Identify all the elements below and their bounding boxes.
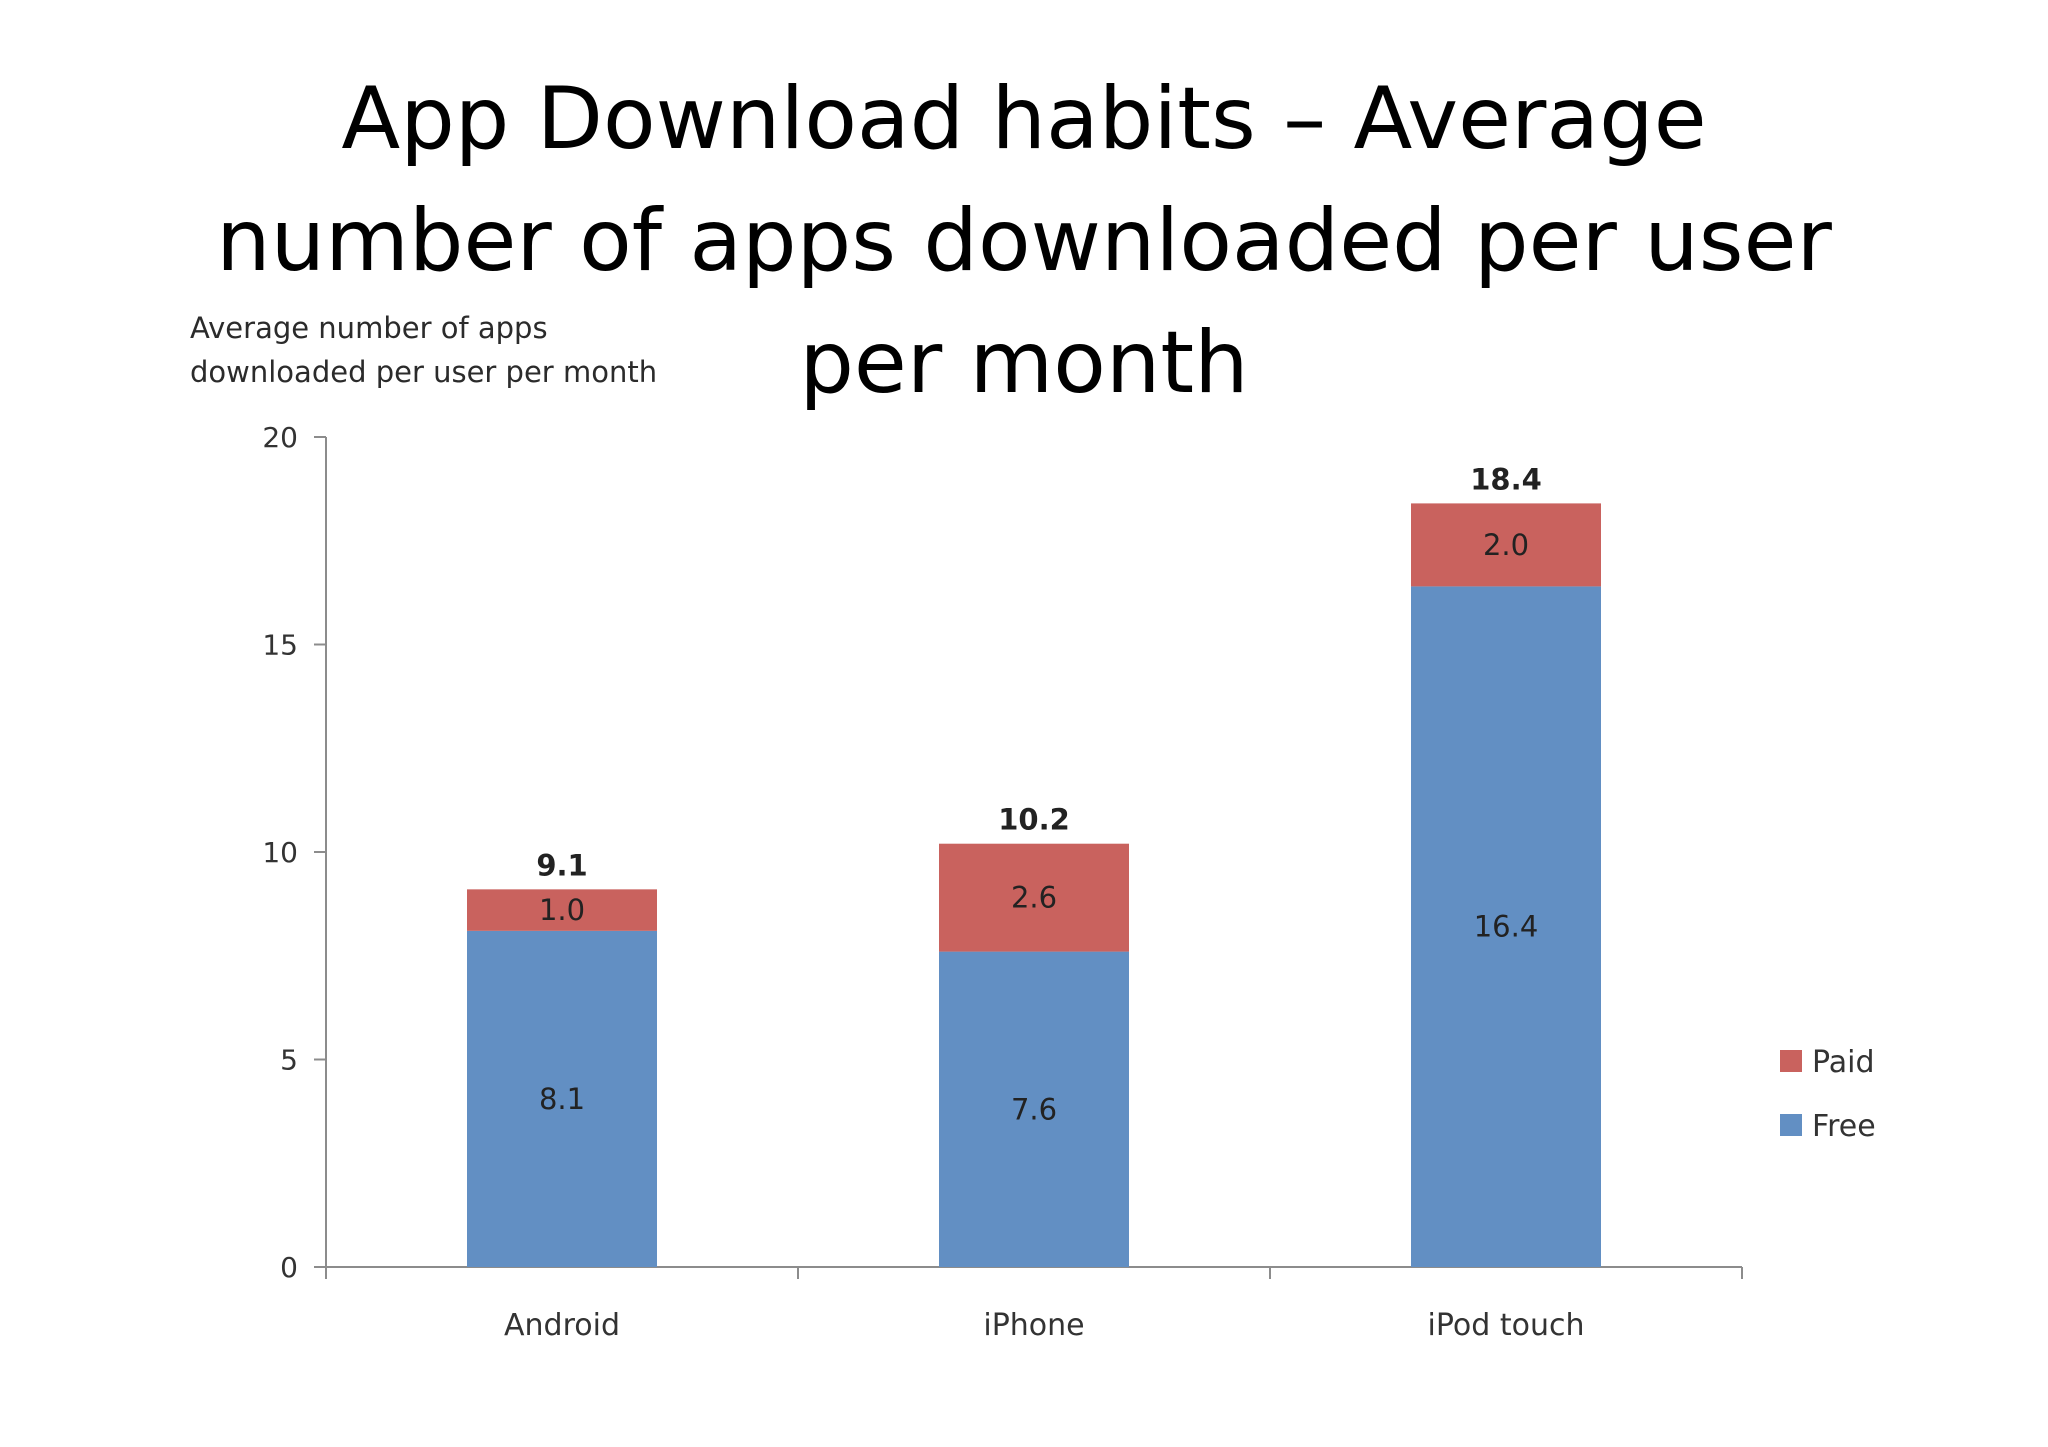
bar-total-label: 9.1	[536, 848, 587, 882]
y-axis-title-line-2: downloaded per user per month	[190, 355, 658, 389]
chart-legend: Paid Free	[1780, 1045, 1876, 1144]
chart-bars	[467, 503, 1601, 1267]
segment-value-label: 2.6	[1011, 881, 1057, 915]
x-category-label: Android	[504, 1308, 620, 1343]
legend-label-paid: Paid	[1812, 1045, 1875, 1080]
legend-swatch-paid	[1780, 1050, 1802, 1072]
bar-paid-android	[467, 889, 657, 931]
slide-title-line-1: App Download habits – Average	[341, 69, 1707, 169]
bar-paid-ipod-touch	[1411, 503, 1601, 587]
segment-value-label: 1.0	[539, 893, 585, 927]
bar-free-android	[467, 930, 657, 1267]
segment-value-label: 16.4	[1474, 910, 1539, 944]
bar-free-ipod-touch	[1411, 586, 1601, 1267]
slide-title: App Download habits – Average number of …	[0, 58, 2048, 424]
y-axis-title-line-1: Average number of apps	[190, 311, 548, 345]
y-tick-label: 10	[262, 836, 298, 869]
slide-title-line-3: per month	[799, 313, 1249, 413]
y-tick-label: 20	[262, 421, 298, 454]
bar-free-iphone	[939, 951, 1129, 1267]
y-axis-title: Average number of apps downloaded per us…	[190, 306, 710, 394]
bar-total-label: 18.4	[1470, 462, 1542, 496]
segment-value-label: 2.0	[1483, 528, 1529, 562]
chart-labels: 8.1 1.0 9.1 Android 7.6 2.6 10.2 iPhone 16.4 2.0 1…	[504, 462, 1584, 1343]
segment-value-label: 8.1	[539, 1082, 585, 1116]
x-category-label: iPhone	[983, 1308, 1084, 1343]
legend-swatch-free	[1780, 1114, 1802, 1136]
y-tick-label: 15	[262, 629, 298, 662]
slide-title-line-2: number of apps downloaded per user	[216, 191, 1832, 291]
bar-paid-iphone	[939, 843, 1129, 952]
legend-label-free: Free	[1812, 1109, 1876, 1144]
segment-value-label: 7.6	[1011, 1092, 1057, 1126]
y-tick-label: 0	[280, 1251, 298, 1284]
bar-total-label: 10.2	[998, 803, 1070, 837]
x-category-label: iPod touch	[1428, 1308, 1585, 1343]
y-tick-label: 5	[280, 1044, 298, 1077]
